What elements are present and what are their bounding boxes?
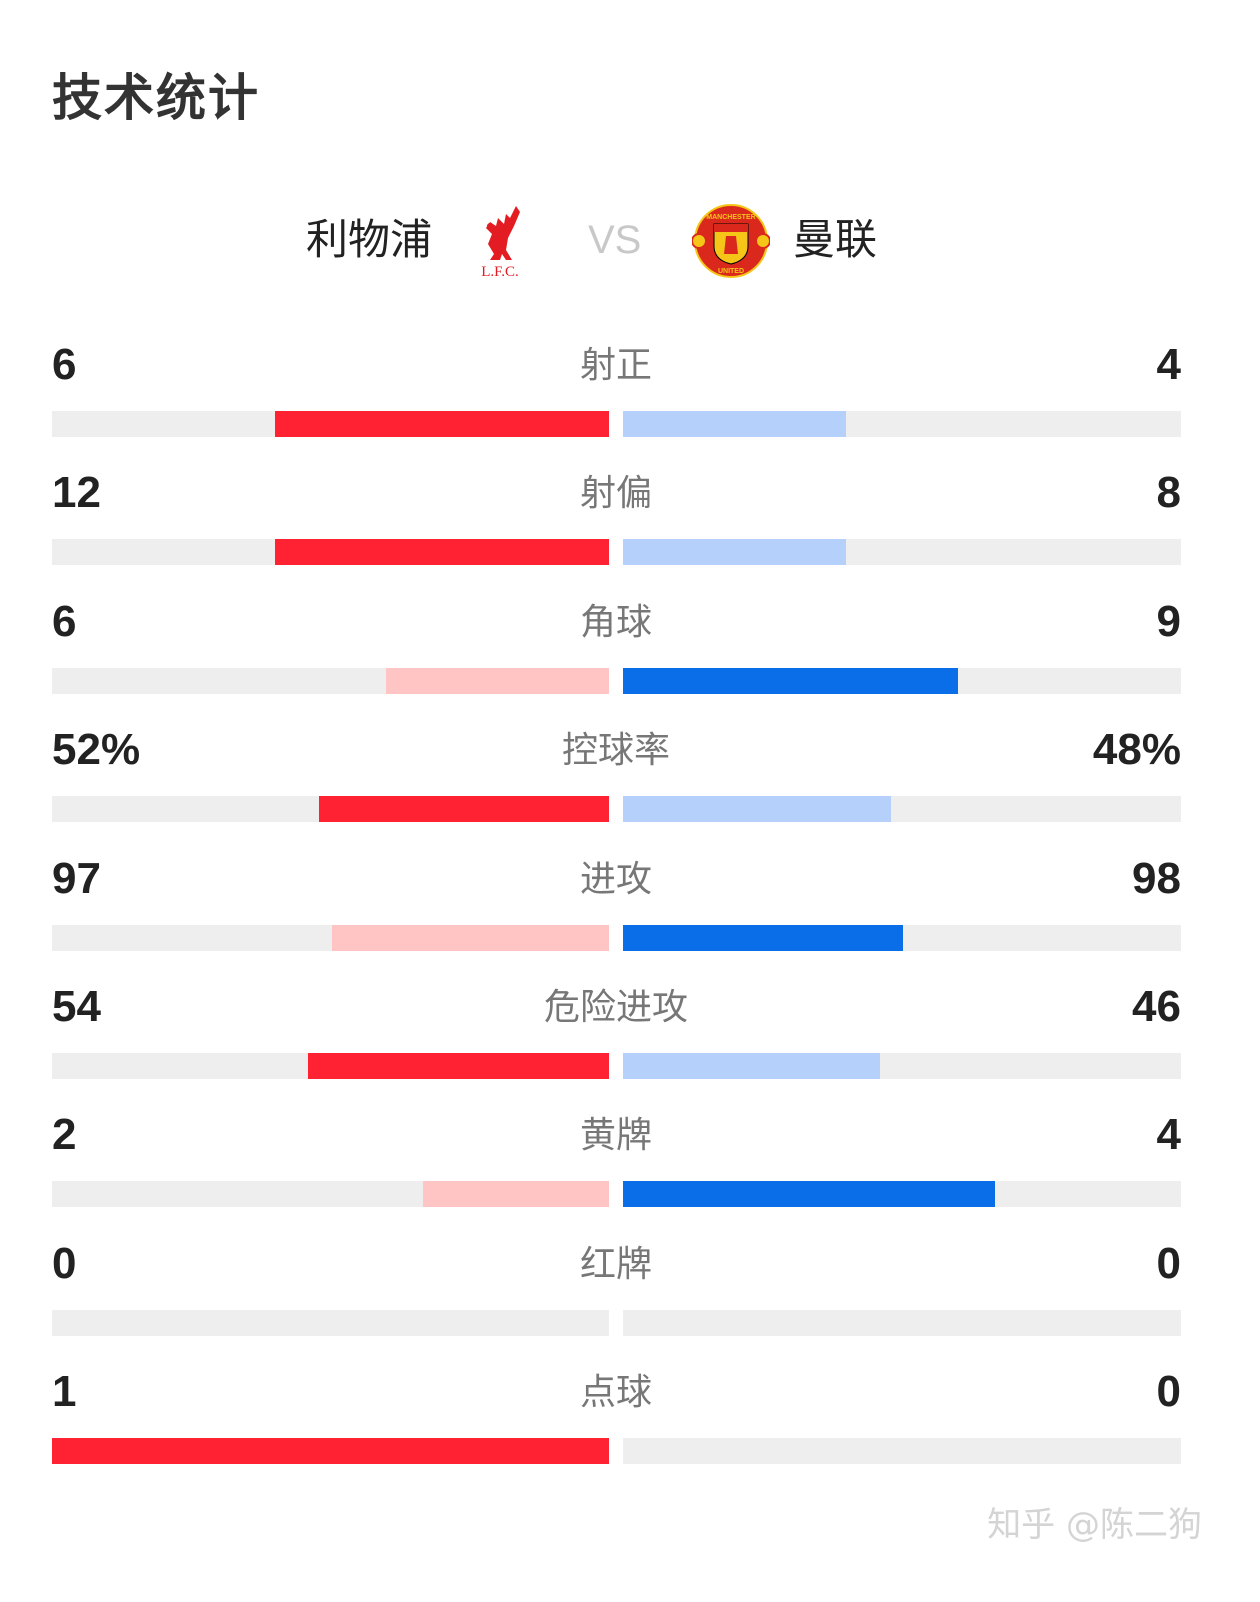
away-value: 98 [1132, 853, 1181, 903]
away-bar-track [623, 539, 1181, 566]
away-value: 48% [1092, 725, 1181, 775]
home-value: 12 [52, 468, 101, 518]
away-value: 8 [1156, 468, 1181, 518]
stat-label: 危险进攻 [543, 987, 688, 1028]
away-value: 9 [1156, 596, 1181, 646]
home-bar-track [52, 924, 609, 951]
away-bar-fill [623, 796, 891, 823]
home-bar-fill [331, 924, 609, 951]
page-title: 技术统计 [52, 69, 260, 127]
away-team-name: 曼联 [793, 215, 878, 264]
away-value: 0 [1156, 1238, 1181, 1288]
stat-label: 角球 [579, 601, 652, 643]
home-value: 0 [52, 1238, 77, 1288]
manchester-united-logo-icon: MANCHESTER UNITED [692, 204, 770, 278]
away-bar-track [623, 1181, 1181, 1208]
away-value: 4 [1156, 1110, 1181, 1160]
stat-label: 黄牌 [579, 1115, 652, 1157]
home-bar-fill [274, 539, 609, 566]
away-bar-fill [623, 539, 847, 566]
home-bar-fill [386, 667, 609, 694]
watermark: 知乎 @陈二狗 [987, 1505, 1202, 1545]
vs-label: VS [588, 218, 642, 262]
stat-label: 射偏 [579, 473, 652, 515]
away-bar-track [623, 1053, 1181, 1079]
stat-label: 点球 [579, 1372, 652, 1414]
away-value: 4 [1156, 340, 1181, 389]
svg-text:L.F.C.: L.F.C. [481, 264, 519, 280]
home-bar-fill [308, 1053, 609, 1079]
away-bar-fill [623, 1181, 995, 1208]
home-value: 6 [52, 596, 77, 646]
home-bar-track [52, 667, 609, 694]
stat-row: 0 红牌 0 [0, 1234, 1260, 1344]
svg-text:MANCHESTER: MANCHESTER [706, 214, 755, 221]
away-bar-track [623, 1438, 1181, 1465]
home-bar-fill [319, 796, 609, 823]
away-value: 0 [1156, 1367, 1181, 1417]
svg-text:UNITED: UNITED [718, 268, 744, 275]
stat-row: 97 进攻 98 [0, 849, 1260, 959]
stat-label: 红牌 [579, 1243, 652, 1285]
stat-row: 54 危险进攻 46 [0, 977, 1260, 1087]
stat-row: 2 黄牌 4 [0, 1105, 1260, 1215]
stat-row: 52% 控球率 48% [0, 720, 1260, 830]
stat-row: 6 射正 4 [0, 335, 1260, 445]
home-bar-fill [423, 1181, 609, 1208]
away-bar-track [623, 1309, 1181, 1336]
home-value: 2 [52, 1110, 77, 1160]
liverpool-logo-icon: L.F.C. [481, 206, 520, 280]
away-bar-fill [623, 924, 904, 951]
away-value: 46 [1132, 982, 1181, 1031]
away-bar-fill [623, 667, 958, 694]
away-bar-fill [623, 411, 847, 437]
home-bar-track [52, 1181, 609, 1208]
home-value: 52% [52, 725, 141, 775]
home-bar-track [52, 1053, 609, 1079]
away-bar-track [623, 924, 1181, 951]
home-bar-track [52, 796, 609, 823]
stat-row: 6 角球 9 [0, 592, 1260, 702]
away-bar-track [623, 796, 1181, 823]
home-team-name: 利物浦 [306, 215, 433, 264]
stat-label: 进攻 [579, 858, 652, 900]
stat-label: 射正 [579, 345, 652, 386]
home-value: 1 [52, 1367, 77, 1417]
home-bar-track [52, 411, 609, 437]
home-bar-fill [52, 1438, 609, 1465]
stat-row: 1 点球 0 [0, 1362, 1260, 1472]
home-value: 6 [52, 340, 77, 389]
home-bar-track [52, 1309, 609, 1336]
home-value: 97 [52, 853, 101, 903]
away-bar-fill [623, 1053, 880, 1079]
home-bar-fill [274, 411, 609, 437]
stat-row: 12 射偏 8 [0, 463, 1260, 573]
away-bar-track [623, 411, 1181, 437]
away-bar-track [623, 667, 1181, 694]
home-bar-track [52, 1438, 609, 1465]
home-value: 54 [52, 982, 101, 1031]
stat-label: 控球率 [561, 730, 670, 772]
home-bar-track [52, 539, 609, 566]
